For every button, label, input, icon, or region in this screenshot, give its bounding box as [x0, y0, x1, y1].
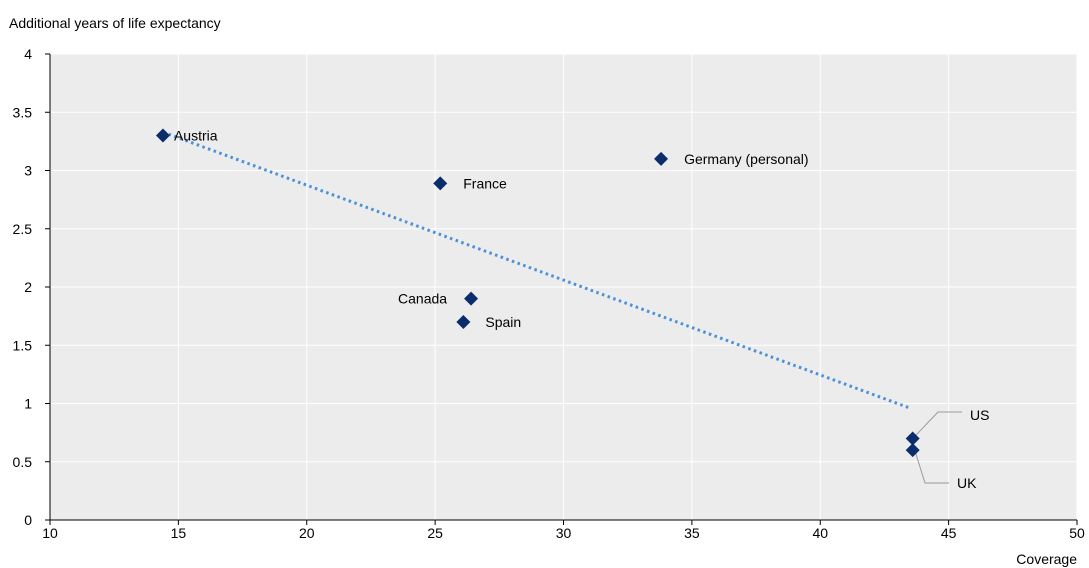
data-point-us	[905, 431, 920, 446]
point-label-germany-personal: Germany (personal)	[684, 151, 809, 167]
data-point-france	[433, 176, 448, 191]
point-labels: Austria France Germany (personal) Canada Spa…	[174, 128, 989, 491]
y-tick-label: 0	[24, 512, 32, 528]
point-label-us: US	[970, 407, 989, 423]
leader-lines	[915, 411, 962, 484]
leader-line-us	[915, 411, 962, 436]
x-tick-label: 30	[556, 525, 572, 541]
y-tick-label: 3.5	[13, 104, 33, 120]
y-axis-title: Additional years of life expectancy	[9, 15, 221, 31]
y-tick-label: 0.5	[13, 454, 33, 470]
leader-line-uk	[915, 452, 949, 484]
data-points	[155, 128, 920, 458]
y-tick-label: 2	[24, 279, 32, 295]
point-label-uk: UK	[957, 475, 977, 491]
x-tick-label: 40	[812, 525, 828, 541]
trend-line	[162, 130, 911, 410]
axes: 10 15 20 25 30 35 40 45 50 0 0.5 1 1.5 2 2.5 3 3.5 4	[13, 46, 1085, 541]
x-tick-label: 35	[684, 525, 700, 541]
x-tick-label: 20	[299, 525, 315, 541]
data-point-canada	[464, 291, 479, 306]
data-point-germany-personal	[654, 151, 669, 166]
x-tick-label: 50	[1069, 525, 1085, 541]
y-tick-label: 4	[24, 46, 32, 62]
x-tick-label: 25	[427, 525, 443, 541]
point-label-austria: Austria	[174, 128, 218, 144]
data-point-spain	[456, 314, 471, 329]
y-tick-label: 2.5	[13, 221, 33, 237]
x-tick-label: 10	[42, 525, 58, 541]
grid-lines	[50, 53, 1078, 520]
data-point-uk	[905, 443, 920, 458]
data-point-austria	[155, 128, 170, 143]
y-tick-label: 3	[24, 163, 32, 179]
trend-line-group	[162, 130, 911, 410]
x-tick-label: 45	[941, 525, 957, 541]
point-label-france: France	[463, 175, 507, 191]
point-label-spain: Spain	[485, 314, 521, 330]
x-tick-label: 15	[171, 525, 187, 541]
point-label-canada: Canada	[398, 291, 447, 307]
y-tick-label: 1.5	[13, 337, 33, 353]
y-tick-label: 1	[24, 396, 32, 412]
x-axis-title: Coverage	[1016, 551, 1077, 567]
